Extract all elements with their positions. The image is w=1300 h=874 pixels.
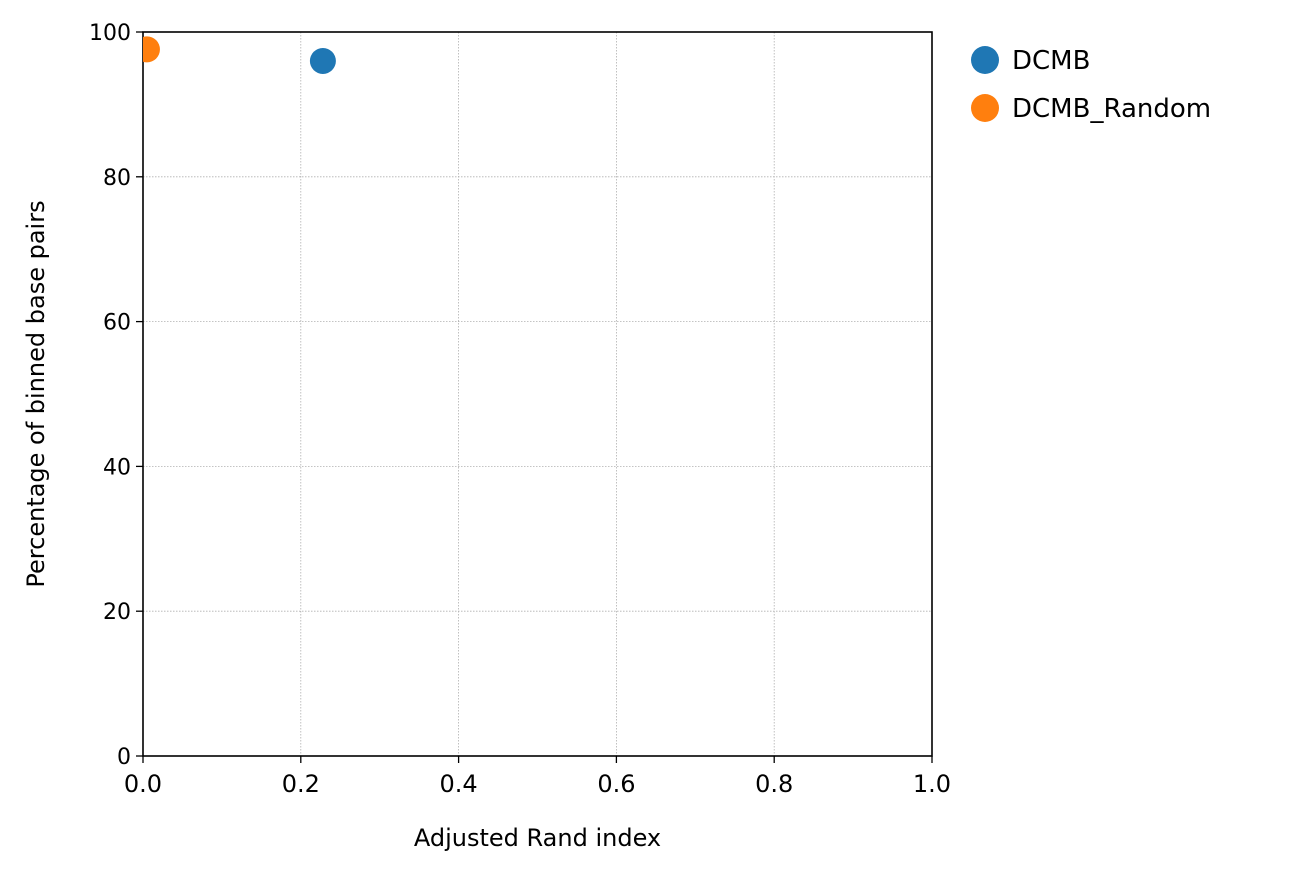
- plot-frame: [142, 31, 933, 757]
- y-tick-label: 60: [103, 311, 131, 336]
- x-axis-title: Adjusted Rand index: [414, 824, 661, 852]
- x-tick-label: 0.0: [124, 770, 162, 798]
- legend-item-dcmb-random: DCMB_Random: [971, 94, 1211, 124]
- x-tick-label: 0.8: [755, 770, 793, 798]
- x-tick-label: 0.2: [282, 770, 320, 798]
- y-tick-label: 80: [103, 166, 131, 191]
- point-dcmb: [309, 47, 336, 74]
- legend: DCMB DCMB_Random: [971, 46, 1211, 124]
- legend-label-dcmb: DCMB: [1012, 46, 1090, 76]
- y-axis-title: Percentage of binned base pairs: [22, 200, 50, 587]
- x-tick-label: 0.4: [440, 770, 478, 798]
- point-dcmb-random: [143, 36, 160, 63]
- legend-item-dcmb: DCMB: [971, 46, 1090, 76]
- y-axis: 0 20 40 60 80 100: [89, 21, 143, 770]
- grid: [142, 31, 933, 757]
- x-tick-label: 1.0: [913, 770, 951, 798]
- x-axis: 0.0 0.2 0.4 0.6 0.8 1.0: [124, 756, 951, 798]
- data-points: [143, 36, 336, 74]
- y-tick-label: 100: [89, 21, 131, 46]
- legend-marker-dcmb-random: [971, 94, 999, 122]
- y-tick-label: 40: [103, 455, 131, 480]
- legend-label-dcmb-random: DCMB_Random: [1012, 94, 1211, 124]
- y-tick-label: 0: [117, 745, 131, 770]
- legend-marker-dcmb: [971, 46, 999, 74]
- x-tick-label: 0.6: [597, 770, 635, 798]
- y-tick-label: 20: [103, 600, 131, 625]
